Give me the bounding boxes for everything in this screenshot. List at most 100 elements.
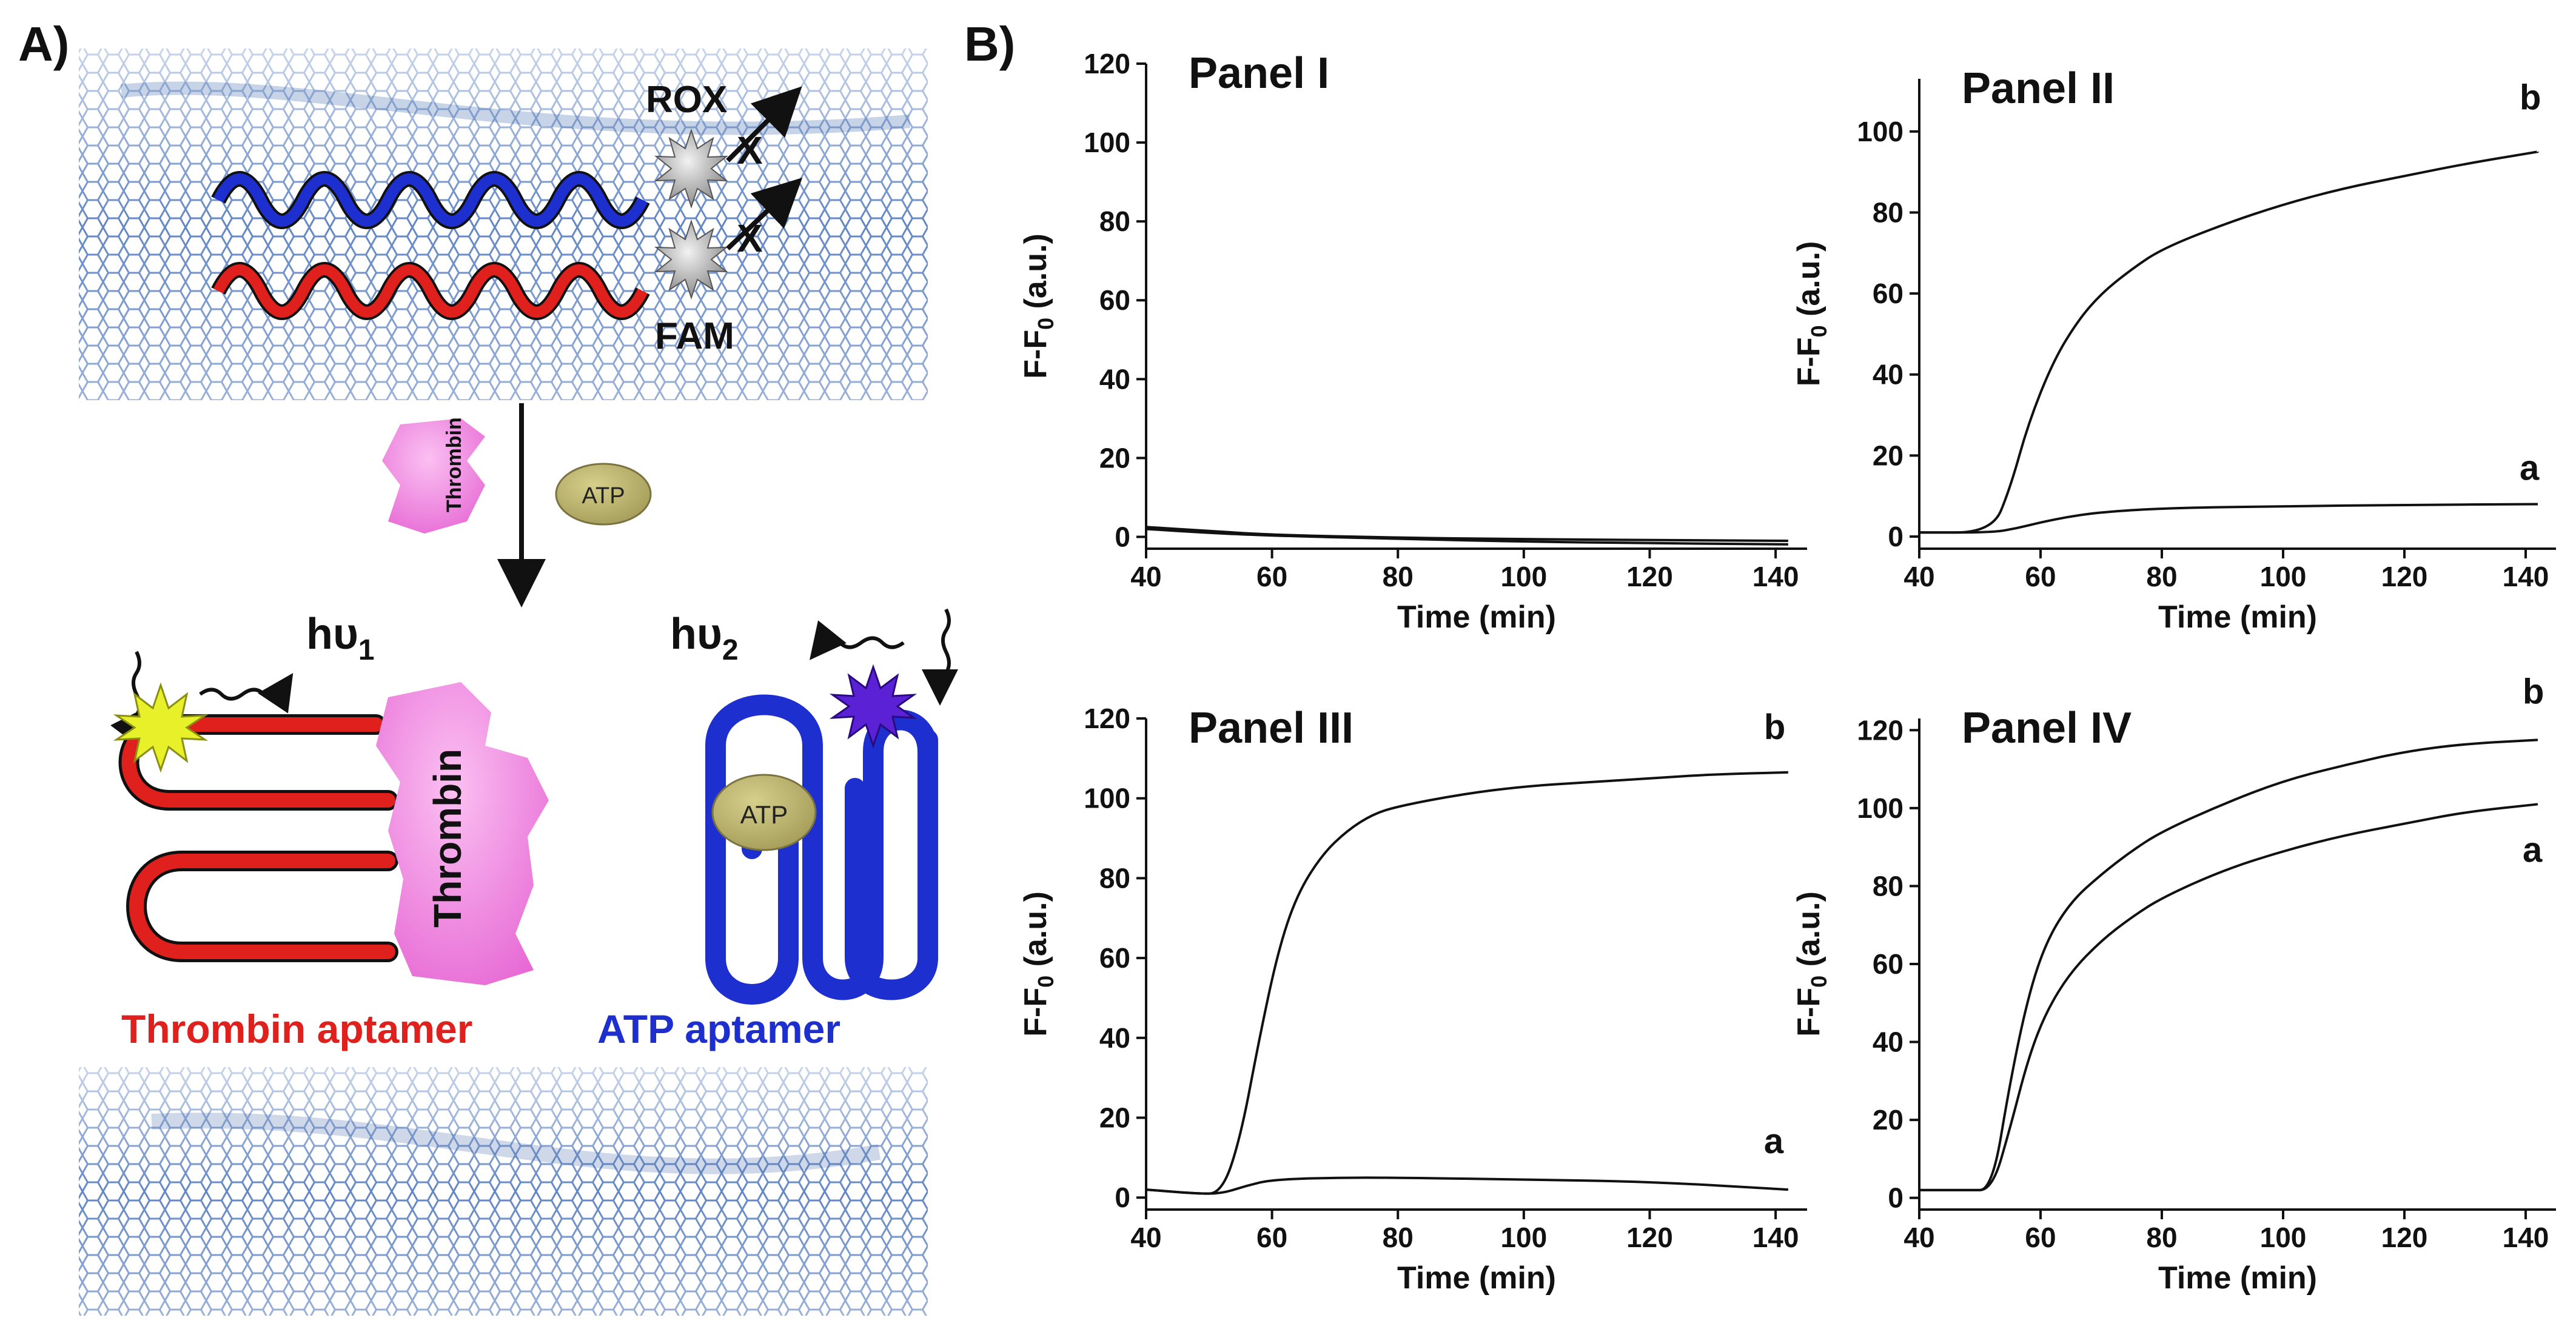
- chart-title: Panel II: [1962, 64, 2115, 113]
- quench-mark-bottom: X: [737, 216, 763, 260]
- x-tick-label: 80: [1383, 561, 1414, 592]
- x-tick-label: 60: [2025, 561, 2056, 592]
- y-tick-label: 100: [1084, 127, 1130, 158]
- y-tick-label: 100: [1857, 116, 1903, 147]
- y-tick-label: 80: [1099, 206, 1130, 237]
- x-tick-label: 120: [1626, 561, 1673, 592]
- y-tick-label: 80: [1873, 196, 1903, 228]
- y-tick-label: 40: [1873, 359, 1903, 390]
- x-tick-label: 80: [1383, 1222, 1414, 1253]
- y-tick-label: 20: [1873, 1104, 1903, 1136]
- y-tick-label: 0: [1888, 1182, 1903, 1214]
- series-label-a: a: [1764, 1122, 1784, 1161]
- blocked-emission-arrow-top: [726, 86, 802, 162]
- rox-fluorescent-star: [829, 664, 917, 749]
- panel-a-schematic: A) ROX FAM X X Thrombin: [18, 17, 959, 1316]
- x-tick-label: 60: [1256, 1222, 1287, 1253]
- series-line-b: [1919, 150, 2538, 534]
- x-tick-label: 40: [1130, 1222, 1161, 1253]
- x-axis-label: Time (min): [2158, 600, 2317, 635]
- y-tick-label: 40: [1873, 1026, 1903, 1058]
- chart-panel-4: 40 60 80 100 120 140 0 20 40 60 80 100 120 Panel IV Ti…: [1791, 672, 2556, 1296]
- series-label-a: a: [2523, 830, 2543, 869]
- x-tick-label: 140: [2503, 1222, 2549, 1253]
- atp-bound-label: ATP: [740, 800, 788, 829]
- thrombin-small-label: Thrombin: [443, 417, 466, 512]
- x-tick-label: 100: [2260, 561, 2307, 592]
- rox-dye-star: [654, 128, 728, 209]
- series-line-a: [1145, 1176, 1789, 1195]
- atp-aptamer-structure: [705, 694, 938, 1005]
- series-label-a: a: [2520, 449, 2540, 488]
- y-tick-label: 40: [1099, 1022, 1130, 1054]
- x-tick-label: 140: [1753, 1222, 1799, 1253]
- y-tick-label: 40: [1099, 363, 1130, 395]
- x-tick-label: 100: [1500, 1222, 1547, 1253]
- thrombin-bound-label: Thrombin: [426, 749, 469, 928]
- x-tick-label: 40: [1903, 1222, 1934, 1253]
- y-tick-label: 60: [1099, 942, 1130, 974]
- thrombin-protein-small: Thrombin: [382, 417, 485, 534]
- chart-title: Panel III: [1189, 704, 1353, 752]
- fam-label: FAM: [655, 315, 734, 357]
- y-tick-label: 60: [1873, 948, 1903, 980]
- x-tick-label: 80: [2146, 561, 2177, 592]
- panel-b-label: B): [964, 17, 1015, 71]
- blocked-emission-arrow-bottom: [726, 177, 803, 250]
- atp-aptamer-caption: ATP aptamer: [597, 1006, 840, 1051]
- y-tick-label: 20: [1099, 442, 1130, 474]
- x-tick-label: 100: [2260, 1222, 2307, 1253]
- panel-a-label: A): [18, 17, 69, 71]
- x-tick-label: 140: [1753, 561, 1799, 592]
- y-tick-label: 60: [1873, 278, 1903, 309]
- x-axis-label: Time (min): [2158, 1260, 2317, 1296]
- y-tick-label: 20: [1099, 1102, 1130, 1134]
- y-tick-label: 0: [1115, 521, 1130, 552]
- chart-title: Panel IV: [1962, 704, 2132, 752]
- x-tick-label: 120: [2381, 561, 2428, 592]
- y-tick-label: 0: [1888, 521, 1903, 552]
- thrombin-aptamer-structure: [118, 714, 398, 962]
- x-tick-label: 80: [2146, 1222, 2177, 1253]
- series-line-b: [1919, 738, 2538, 1191]
- y-tick-label: 100: [1084, 783, 1130, 814]
- atp-small-label: ATP: [582, 483, 625, 509]
- y-tick-label: 80: [1873, 870, 1903, 902]
- y-axis-label: F-F0 (a.u.): [1791, 241, 1831, 387]
- emission-label-2: hυ2: [670, 610, 739, 666]
- x-tick-label: 120: [1626, 1222, 1673, 1253]
- thrombin-aptamer-caption: Thrombin aptamer: [121, 1006, 472, 1051]
- series-label-b: b: [2520, 78, 2541, 117]
- x-tick-label: 120: [2381, 1222, 2428, 1253]
- y-tick-label: 120: [1084, 48, 1130, 79]
- x-axis-label: Time (min): [1397, 1260, 1556, 1296]
- chart-panel-1: 40 60 80 100 120 140 0 20 40 60 80 100 120 Panel I Tim…: [1018, 48, 1807, 635]
- series-label-b: b: [1764, 708, 1785, 747]
- atp-molecule-small: ATP: [555, 463, 652, 526]
- y-tick-label: 20: [1873, 440, 1903, 471]
- y-tick-label: 60: [1099, 284, 1130, 316]
- chart-title: Panel I: [1189, 49, 1329, 98]
- y-tick-label: 100: [1857, 792, 1903, 824]
- chart-panel-3: 40 60 80 100 120 140 0 20 40 60 80 100 120 Panel III T…: [1018, 703, 1807, 1296]
- x-axis-label: Time (min): [1397, 600, 1556, 635]
- y-axis-label: F-F0 (a.u.): [1791, 891, 1831, 1037]
- y-axis-label: F-F0 (a.u.): [1018, 891, 1058, 1037]
- series-line-b: [1145, 771, 1788, 1195]
- thrombin-protein-bound: Thrombin: [376, 682, 549, 985]
- series-line-2: [1145, 527, 1788, 546]
- chart-panel-2: 40 60 80 100 120 140 0 20 40 60 80 100 Panel II Time …: [1791, 64, 2556, 635]
- atp-molecule-bound: ATP: [711, 774, 817, 851]
- x-tick-label: 60: [1256, 561, 1287, 592]
- emission-arrow-1: [199, 673, 293, 714]
- graphene-sheet-bottom: [79, 1067, 928, 1316]
- y-tick-label: 0: [1115, 1182, 1130, 1213]
- series-line-a: [1919, 503, 2538, 534]
- x-tick-label: 60: [2025, 1222, 2056, 1253]
- series-line-1: [1145, 526, 1788, 542]
- excitation-arrow-2: [922, 608, 959, 706]
- rox-label: ROX: [646, 79, 727, 121]
- y-tick-label: 120: [1084, 703, 1130, 734]
- x-tick-label: 100: [1500, 561, 1547, 592]
